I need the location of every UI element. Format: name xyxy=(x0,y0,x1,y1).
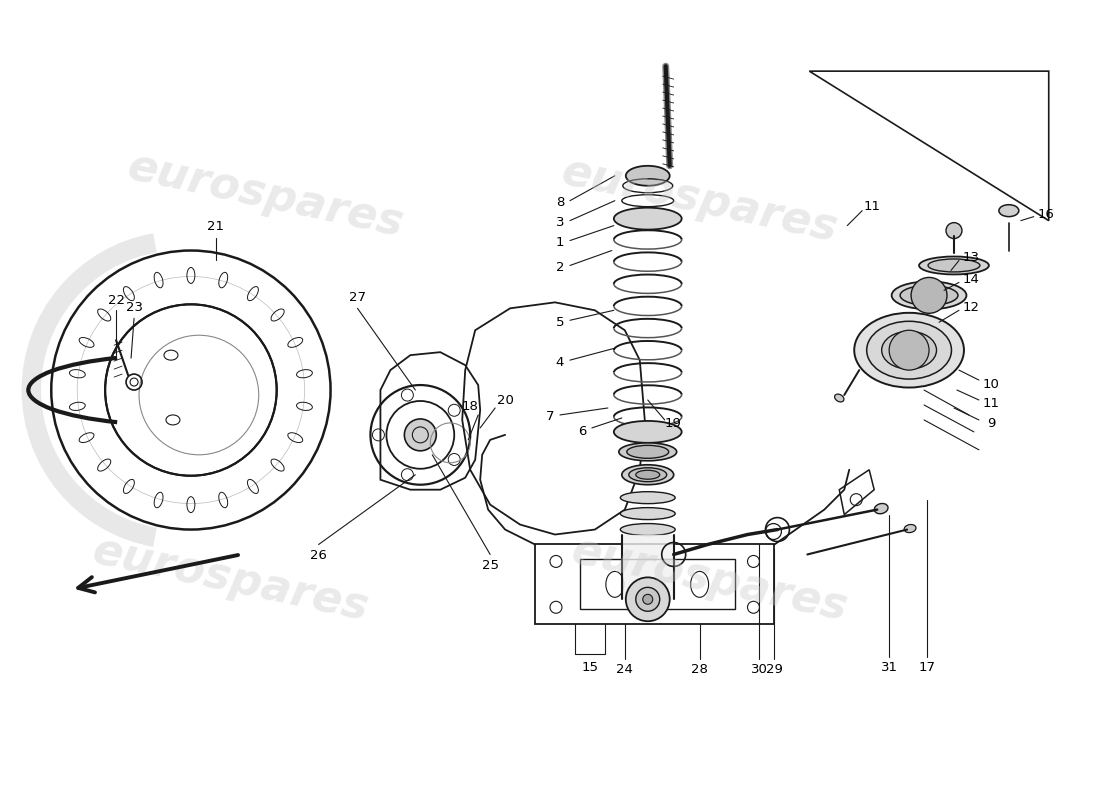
Text: 7: 7 xyxy=(546,410,554,423)
Text: 10: 10 xyxy=(982,378,999,390)
Ellipse shape xyxy=(900,286,958,306)
Ellipse shape xyxy=(619,443,676,461)
Text: 15: 15 xyxy=(582,661,598,674)
Ellipse shape xyxy=(874,503,888,514)
Text: eurospares: eurospares xyxy=(123,146,408,246)
Text: 26: 26 xyxy=(310,549,327,562)
Ellipse shape xyxy=(626,166,670,186)
Text: 30: 30 xyxy=(751,662,768,675)
Text: 11: 11 xyxy=(864,200,881,213)
Text: 25: 25 xyxy=(482,559,498,572)
Circle shape xyxy=(642,594,652,604)
Text: 12: 12 xyxy=(962,301,979,314)
Ellipse shape xyxy=(614,208,682,230)
Text: 16: 16 xyxy=(1037,208,1054,221)
Text: 21: 21 xyxy=(207,220,224,233)
Text: 9: 9 xyxy=(987,418,996,430)
Ellipse shape xyxy=(928,259,980,272)
Text: eurospares: eurospares xyxy=(89,529,373,630)
Text: 4: 4 xyxy=(556,356,564,369)
Circle shape xyxy=(405,419,437,451)
Text: 8: 8 xyxy=(556,196,564,209)
Ellipse shape xyxy=(620,508,675,519)
Ellipse shape xyxy=(835,394,844,402)
Ellipse shape xyxy=(882,331,936,369)
Text: 24: 24 xyxy=(616,662,634,675)
Text: eurospares: eurospares xyxy=(558,150,842,251)
Text: 28: 28 xyxy=(691,662,708,675)
Text: 14: 14 xyxy=(962,273,979,286)
Ellipse shape xyxy=(904,525,916,533)
Ellipse shape xyxy=(627,446,669,458)
Text: 3: 3 xyxy=(556,216,564,229)
Text: 17: 17 xyxy=(918,661,935,674)
Text: 27: 27 xyxy=(349,291,366,304)
Ellipse shape xyxy=(629,468,667,482)
Text: 1: 1 xyxy=(556,236,564,249)
Ellipse shape xyxy=(636,470,660,479)
Circle shape xyxy=(911,278,947,314)
Text: 5: 5 xyxy=(556,316,564,329)
Ellipse shape xyxy=(999,205,1019,217)
Text: eurospares: eurospares xyxy=(568,529,851,630)
Text: 2: 2 xyxy=(556,261,564,274)
Ellipse shape xyxy=(855,313,964,387)
Text: 6: 6 xyxy=(578,426,586,438)
Ellipse shape xyxy=(614,421,682,443)
Ellipse shape xyxy=(620,492,675,504)
Text: 22: 22 xyxy=(108,294,124,307)
Text: 19: 19 xyxy=(664,418,681,430)
Circle shape xyxy=(636,587,660,611)
Text: 29: 29 xyxy=(766,662,783,675)
Ellipse shape xyxy=(620,523,675,535)
Circle shape xyxy=(889,330,930,370)
Text: 31: 31 xyxy=(881,661,898,674)
Text: 18: 18 xyxy=(462,401,478,414)
Ellipse shape xyxy=(920,257,989,274)
Ellipse shape xyxy=(867,322,952,379)
Circle shape xyxy=(626,578,670,622)
Circle shape xyxy=(946,222,962,238)
Text: 20: 20 xyxy=(497,394,514,406)
Text: 11: 11 xyxy=(982,398,1000,410)
Ellipse shape xyxy=(621,465,673,485)
Text: 23: 23 xyxy=(125,301,143,314)
Text: 13: 13 xyxy=(962,251,979,264)
Ellipse shape xyxy=(892,282,967,310)
